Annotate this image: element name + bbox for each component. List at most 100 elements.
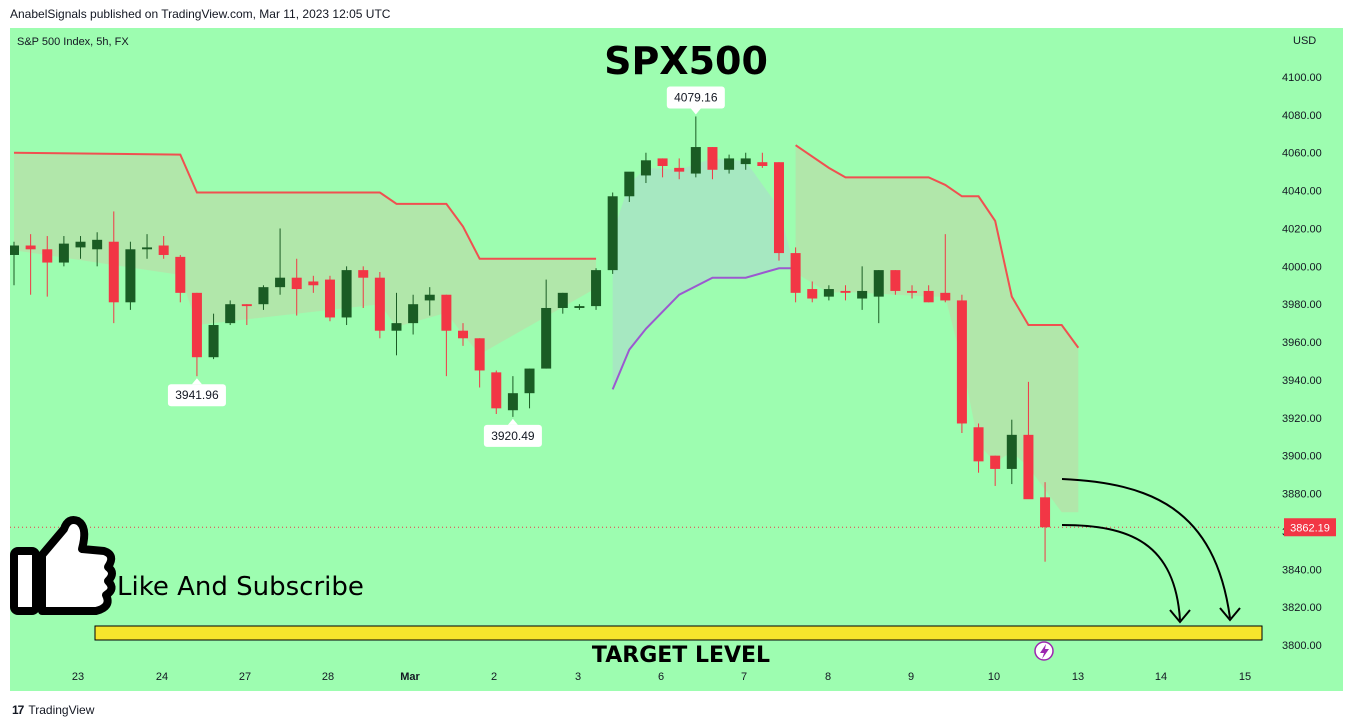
candle-body: [424, 294, 435, 301]
candle-body: [823, 289, 834, 297]
candle-body: [973, 427, 984, 462]
lightning-event-icon: [1034, 641, 1054, 661]
y-tick-label: 3820.00: [1282, 602, 1322, 614]
candle-body: [907, 290, 918, 293]
downtrend-fill-2: [795, 145, 1079, 513]
candle-body: [724, 158, 735, 170]
candle-body: [956, 300, 967, 424]
candle-body: [158, 245, 169, 255]
candle-body: [142, 247, 153, 250]
y-tick-label: 3900.00: [1282, 451, 1322, 463]
x-tick-label: 8: [825, 671, 831, 683]
candle-body: [42, 249, 53, 263]
candle-body: [125, 249, 136, 303]
candle-body: [707, 147, 718, 170]
candle-body: [1023, 434, 1034, 500]
candle-body: [807, 289, 818, 299]
candle-body: [524, 368, 535, 394]
tradingview-brand: TradingView: [28, 703, 95, 717]
publisher-line: AnabelSignals published on TradingView.c…: [10, 7, 391, 21]
y-tick-label: 3960.00: [1282, 337, 1322, 349]
candle-body: [1006, 434, 1017, 469]
candle-body: [840, 290, 851, 293]
candle-body: [25, 245, 36, 250]
x-tick-label: 28: [322, 671, 334, 683]
tradingview-logo-icon: 17: [12, 703, 24, 717]
candle-body: [790, 253, 801, 293]
candle-body: [1040, 497, 1051, 528]
thumb-hand: [38, 516, 116, 615]
candle-body: [557, 292, 568, 308]
candle-body: [258, 287, 269, 305]
projection-arrowhead-2: [1169, 609, 1191, 624]
tradingview-footer: 17 TradingView: [12, 703, 94, 717]
y-tick-label: 4080.00: [1282, 110, 1322, 122]
projection-arrow-2: [1061, 524, 1181, 621]
x-tick-label: 9: [908, 671, 914, 683]
target-level-label: TARGET LEVEL: [592, 643, 770, 668]
downtrend-fill-1: [14, 152, 597, 355]
candle-body: [990, 455, 1001, 469]
y-tick-label: 4060.00: [1282, 148, 1322, 160]
price-label-pointer: [507, 418, 518, 425]
last-price-tag: [1284, 518, 1336, 537]
supertrend-lower-line: [611, 267, 796, 390]
x-tick-label: 10: [988, 671, 1000, 683]
candlestick-chart[interactable]: 4079.16 3941.96 3920.49 4100.00 4080.00 4060…: [10, 28, 1343, 691]
candle-body: [10, 245, 19, 255]
like-subscribe-text: Like And Subscribe: [117, 572, 364, 602]
x-tick-label: 2: [491, 671, 497, 683]
x-tick-label: 24: [156, 671, 168, 683]
candle-body: [857, 290, 868, 299]
y-tick-label: 3800.00: [1282, 640, 1322, 652]
candle-body: [291, 277, 302, 290]
lightning-bolt: [1040, 644, 1049, 659]
price-label-box: [483, 424, 542, 447]
candle-body: [408, 304, 419, 324]
y-tick-label: 4000.00: [1282, 261, 1322, 273]
x-tick-label: 6: [658, 671, 664, 683]
candle-body: [374, 277, 385, 331]
candle-body: [92, 239, 103, 250]
x-tick-label: 15: [1239, 671, 1251, 683]
candle-body: [674, 167, 685, 172]
candle-body: [640, 160, 651, 176]
candle-body: [308, 281, 319, 286]
y-tick-label: 4020.00: [1282, 223, 1322, 235]
candle-body: [873, 270, 884, 297]
y-tick-label: 3940.00: [1282, 375, 1322, 387]
candle-body: [358, 270, 369, 278]
x-tick-label: 3: [575, 671, 581, 683]
candle-body: [241, 304, 252, 307]
supertrend-upper-line: [13, 151, 597, 260]
price-label-text: 3920.49: [491, 429, 535, 443]
candle-body: [541, 307, 552, 369]
thumb-cuff: [10, 547, 40, 615]
candle-body: [75, 241, 86, 248]
candle-body: [690, 147, 701, 174]
chart-title: SPX500: [604, 39, 768, 83]
candle-body: [474, 338, 485, 371]
uptrend-fill: [612, 158, 796, 390]
currency-label: USD: [1293, 35, 1316, 47]
chart-pane[interactable]: 4079.16 3941.96 3920.49 4100.00 4080.00 4060…: [10, 28, 1343, 691]
target-level-bar: [94, 625, 1263, 641]
candle-body: [458, 330, 469, 339]
candle-body: [324, 279, 335, 318]
candle-body: [940, 292, 951, 301]
candle-body: [491, 372, 502, 409]
y-tick-label: 3920.00: [1282, 413, 1322, 425]
x-tick-label: Mar: [400, 671, 420, 683]
candle-body: [441, 294, 452, 331]
candle-body: [574, 306, 585, 308]
candle-body: [657, 158, 668, 166]
x-tick-label: 27: [239, 671, 251, 683]
candle-body: [225, 304, 236, 324]
candle-body: [341, 270, 352, 318]
thumbs-up-icon: [10, 516, 116, 615]
candle-body: [507, 393, 518, 411]
x-tick-label: 23: [72, 671, 84, 683]
price-label-pointer: [191, 378, 202, 385]
price-label-text: 4079.16: [674, 90, 718, 104]
y-tick-label: 3840.00: [1282, 564, 1322, 576]
